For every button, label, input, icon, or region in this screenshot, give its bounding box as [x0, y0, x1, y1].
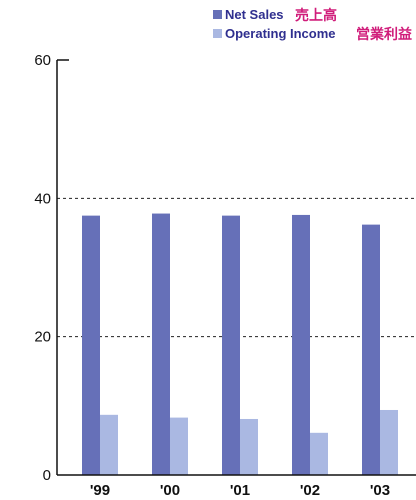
x-tick-label: '03 — [370, 482, 390, 499]
legend-item-net-sales: Net Sales 売上高 — [213, 7, 337, 24]
bars — [82, 213, 398, 476]
y-tick-label: 60 — [34, 52, 51, 69]
bar — [100, 414, 118, 475]
legend-label-net-sales: Net Sales — [225, 7, 284, 22]
bar — [222, 215, 240, 475]
legend: Net Sales 売上高 Operating Income 営業利益 — [213, 7, 412, 43]
x-tick-label: '00 — [160, 482, 180, 499]
y-tick-label: 0 — [43, 467, 51, 484]
y-axis-ticks: 0 20 40 60 — [34, 52, 51, 484]
bar — [240, 418, 258, 475]
legend-label-net-sales-jp: 売上高 — [295, 7, 337, 24]
legend-item-operating-income: Operating Income 営業利益 — [213, 26, 412, 43]
x-tick-label: '02 — [300, 482, 320, 499]
bar — [292, 214, 310, 475]
bar — [152, 213, 170, 476]
y-tick-label: 20 — [34, 329, 51, 346]
x-tick-label: '01 — [230, 482, 250, 499]
bar — [170, 417, 188, 475]
bar — [310, 432, 328, 475]
legend-label-operating-income-jp: 営業利益 — [356, 26, 412, 43]
legend-swatch-operating-income — [213, 29, 222, 38]
legend-label-operating-income: Operating Income — [225, 26, 336, 41]
bar — [82, 215, 100, 475]
axes — [56, 59, 416, 476]
x-axis-ticks: '99 '00 '01 '02 '03 — [90, 482, 390, 499]
legend-swatch-net-sales — [213, 10, 222, 19]
bar — [362, 224, 380, 475]
x-tick-label: '99 — [90, 482, 110, 499]
bar — [380, 409, 398, 475]
y-tick-label: 40 — [34, 190, 51, 207]
